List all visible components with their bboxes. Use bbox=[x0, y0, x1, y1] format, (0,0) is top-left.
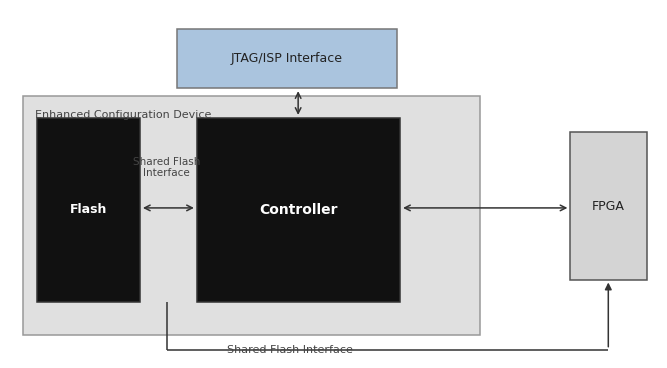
Text: Shared Flash Interface: Shared Flash Interface bbox=[227, 345, 353, 355]
Text: FPGA: FPGA bbox=[592, 199, 625, 213]
Text: Controller: Controller bbox=[259, 203, 338, 217]
Text: JTAG/ISP Interface: JTAG/ISP Interface bbox=[231, 52, 343, 66]
Text: Enhanced Configuration Device: Enhanced Configuration Device bbox=[35, 110, 211, 120]
Text: Shared Flash
Interface: Shared Flash Interface bbox=[133, 157, 201, 178]
Bar bbox=[570, 132, 647, 280]
Bar bbox=[177, 29, 397, 88]
Bar bbox=[23, 96, 480, 335]
Bar bbox=[197, 118, 400, 302]
Bar bbox=[37, 118, 140, 302]
Text: Flash: Flash bbox=[69, 203, 107, 216]
